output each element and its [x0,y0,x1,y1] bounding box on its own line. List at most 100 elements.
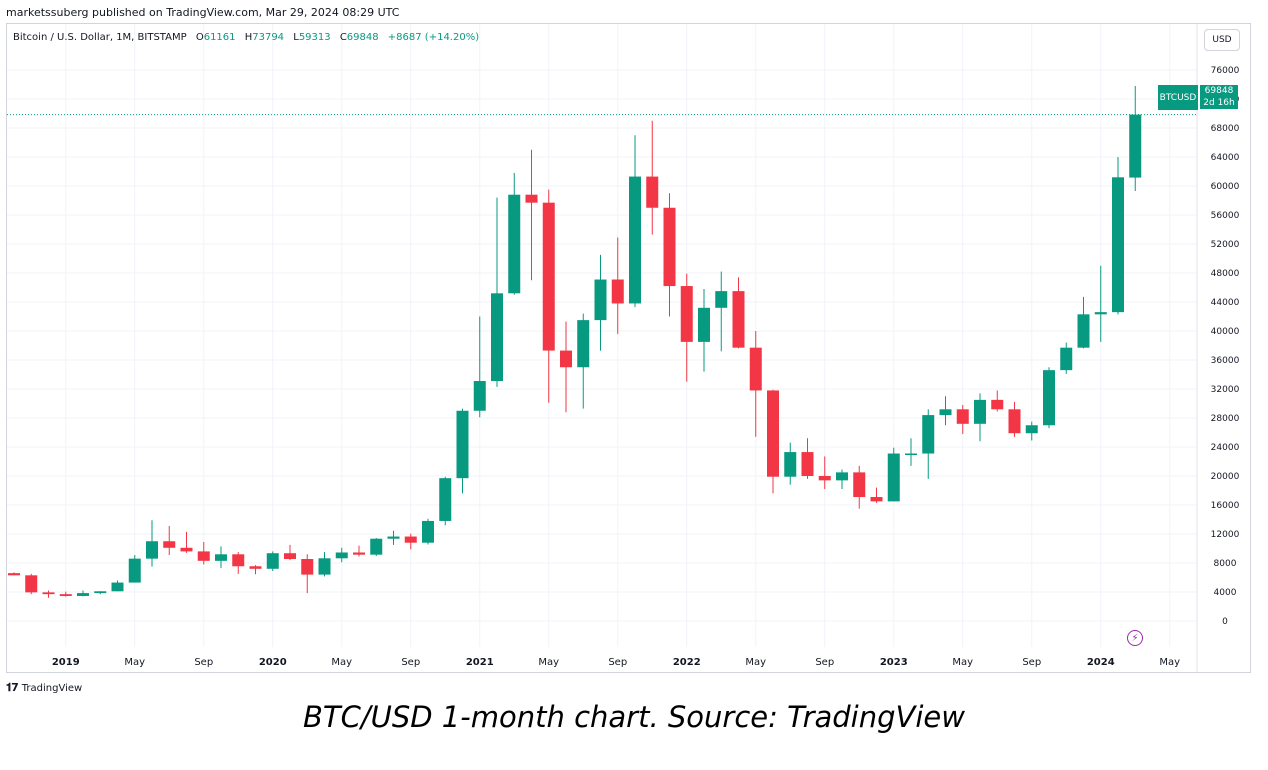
x-tick-label: May [538,657,559,668]
candle [491,197,503,387]
candle [439,476,452,526]
candle-body [853,472,866,498]
candle [1094,265,1107,342]
candles [8,85,1142,598]
candle [784,442,797,485]
low-value: 59313 [298,32,331,43]
candle [1129,85,1142,191]
candle [646,120,659,235]
candle-body [163,541,176,548]
candle [922,409,935,479]
candle [404,533,417,550]
y-tick-label: 68000 [1211,124,1240,134]
candle-body [387,536,400,539]
candle-body [318,558,331,575]
candle-body [77,593,89,596]
candle [732,277,745,349]
x-tick-label: 2023 [880,657,908,668]
y-tick-label: 36000 [1211,356,1240,366]
candle-body [836,472,848,481]
candle-body [939,409,952,416]
candle-body [818,476,831,481]
currency-button[interactable]: USD [1204,29,1240,51]
candle-body [1094,312,1107,315]
candle-body [353,552,365,555]
candle-body [956,409,969,424]
y-tick-label: 16000 [1211,501,1240,511]
candle-body [887,453,900,502]
candle-body [491,293,503,382]
candle [473,316,486,418]
y-tick-label: 64000 [1211,153,1240,163]
candle-body [611,279,624,304]
candle [715,271,728,352]
candle-body [1060,347,1073,371]
last-price-tag: BTCUSD 69848 2d 16h [1158,85,1238,110]
candle-body [94,591,107,594]
candle [542,189,555,403]
price-axis: 0 4000 8000 12000 16000 20000 24000 28000 32000 3… [1211,66,1240,627]
y-tick-label: 28000 [1211,414,1240,424]
candle [611,237,624,334]
candle-body [646,176,659,208]
candle [353,545,365,557]
chart-frame[interactable]: 0 4000 8000 12000 16000 20000 24000 28000 32000 3… [6,23,1251,673]
candle [163,526,176,556]
candle-body [870,497,883,502]
candle-body [1025,425,1038,434]
x-tick-label: 2020 [259,657,287,668]
candle [370,537,383,557]
candle-body [991,399,1004,410]
candle [836,469,848,490]
y-tick-label: 0 [1222,617,1228,627]
candle [180,531,193,553]
y-tick-label: 76000 [1211,66,1240,76]
candle-body [1077,314,1090,348]
candle [1008,402,1021,437]
candle [94,591,107,595]
x-tick-label: Sep [401,657,420,668]
y-tick-label: 24000 [1211,443,1240,453]
high-key: H [244,32,253,43]
candle-body [1129,114,1142,178]
x-tick-label: Sep [1022,657,1041,668]
candle [249,565,262,575]
change-value: +8687 (+14.20%) [387,32,480,43]
y-tick-label: 8000 [1214,559,1237,569]
candle-body [680,286,693,342]
x-tick-label: Sep [194,657,213,668]
x-tick-label: 2019 [52,657,80,668]
price-tag-symbol: BTCUSD [1158,85,1198,110]
candle-body [922,415,935,454]
price-tag-value: 69848 [1204,86,1234,96]
candle-body [905,453,917,456]
candle-body [542,202,555,351]
y-tick-label: 4000 [1214,588,1237,598]
candle-body [128,558,141,583]
lightning-icon[interactable]: ⚡ [1127,630,1143,646]
candle [577,313,590,409]
candle [266,551,279,571]
open-value: 61161 [203,32,236,43]
candle [1077,296,1090,349]
candlestick-chart[interactable]: 0 4000 8000 12000 16000 20000 24000 28000 32000 3… [7,24,1251,673]
candle-body [663,207,676,287]
candle-body [8,573,20,576]
symbol-label: Bitcoin / U.S. Dollar, 1M, BITSTAMP [13,32,187,43]
candle-body [749,347,762,391]
candle-body [422,520,434,543]
candle-body [784,452,797,477]
candle [749,331,762,437]
candle [1025,421,1038,441]
y-tick-label: 52000 [1211,240,1240,250]
close-key: C [339,32,347,43]
candle [128,555,141,583]
candle [1112,157,1124,315]
candle [8,572,20,576]
tradingview-logo[interactable]: 𝟏𝟳 TradingView [6,681,82,695]
candle-body [197,551,210,561]
candle [560,321,572,413]
publisher-line: marketssuberg published on TradingView.c… [6,6,400,19]
y-tick-label: 48000 [1211,269,1240,279]
candle [42,590,55,598]
